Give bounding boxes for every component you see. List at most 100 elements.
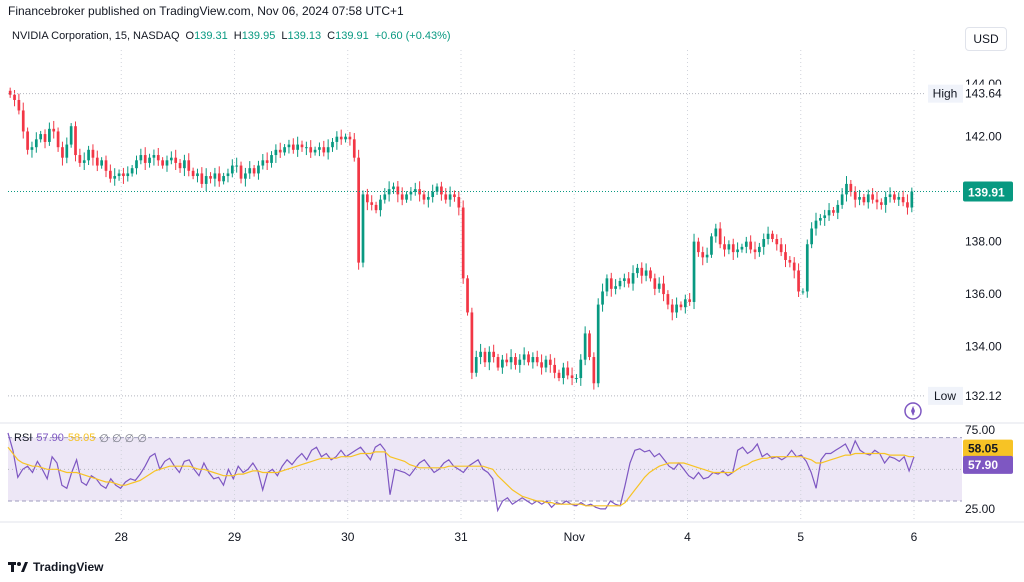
candle-body <box>474 357 478 373</box>
candle-body <box>697 241 700 253</box>
candle-body <box>875 199 879 203</box>
rsi-tag-bg <box>963 455 1013 474</box>
candle-body <box>326 147 330 153</box>
time-axis[interactable]: 28 29 30 31 Nov 4 5 6 <box>115 530 918 544</box>
candle-body <box>688 299 692 302</box>
candle-body <box>540 362 543 368</box>
candle-body <box>169 157 173 161</box>
low-number: 139.13 <box>287 30 322 42</box>
time-tick-label: 28 <box>115 530 129 544</box>
candle-body <box>109 170 112 179</box>
rsi-tick-label: 25.00 <box>965 502 995 516</box>
candle-body <box>230 165 234 174</box>
candle-body <box>575 378 578 380</box>
candle-body <box>501 359 504 368</box>
candle-body <box>527 354 530 363</box>
candle-body <box>879 202 883 205</box>
high-number: 139.95 <box>241 30 276 42</box>
candle-body <box>126 173 130 177</box>
candle-body <box>322 147 326 153</box>
candle-body <box>627 278 631 284</box>
symbol-name[interactable]: NVIDIA Corporation, 15, NASDAQ <box>12 30 180 42</box>
candle-body <box>731 244 735 253</box>
candle-body <box>413 189 417 192</box>
candle-body <box>117 173 121 177</box>
candle-body <box>392 186 395 190</box>
candle-body <box>187 160 191 171</box>
candle-body <box>43 134 47 142</box>
candle-body <box>39 134 43 140</box>
candle-body <box>753 249 757 253</box>
candle-body <box>740 246 744 250</box>
price-tick-label: 138.00 <box>965 235 1002 249</box>
candle-body <box>636 267 639 274</box>
price-tick-label: 136.00 <box>965 287 1002 301</box>
candle-body <box>492 351 496 358</box>
rsi-name[interactable]: RSI <box>14 432 33 444</box>
candle-body <box>357 157 360 263</box>
candle-body <box>30 147 34 150</box>
candle-body <box>893 194 896 200</box>
candle-body <box>296 144 300 150</box>
candle-body <box>553 364 556 373</box>
candle-body <box>771 233 774 239</box>
currency-button[interactable]: USD <box>965 27 1007 51</box>
candle-body <box>566 367 570 376</box>
candle-body <box>409 191 413 195</box>
candle-body <box>291 144 295 150</box>
candle-body <box>775 239 779 245</box>
candle-body <box>618 280 622 287</box>
candle-body <box>183 160 186 169</box>
candle-body <box>48 128 51 142</box>
candle-body <box>405 194 408 200</box>
high-marker-label-bg <box>928 84 963 103</box>
candle-body <box>352 139 356 158</box>
candle-body <box>814 220 818 229</box>
candle-body <box>505 359 509 363</box>
time-tick-label: 31 <box>454 530 468 544</box>
candle-body <box>744 241 748 247</box>
candle-body <box>457 197 461 208</box>
close-label: C <box>327 30 336 42</box>
low-label: L <box>281 30 288 42</box>
candle-body <box>888 194 892 198</box>
candle-body <box>670 304 674 313</box>
last-price-tag <box>963 181 1013 202</box>
candle-body <box>762 239 766 247</box>
candle-body <box>56 131 60 148</box>
candle-body <box>592 357 596 384</box>
footer-brand: TradingView <box>8 560 103 574</box>
candle-body <box>104 160 108 171</box>
open-number: 139.31 <box>194 30 228 42</box>
tradingview-logo-icon <box>8 562 28 572</box>
candle-body <box>69 126 73 145</box>
candle-body <box>265 160 269 163</box>
compass-icon[interactable] <box>904 402 922 420</box>
candle-body <box>318 147 321 150</box>
candle-body <box>649 270 652 279</box>
candle-body <box>13 94 16 100</box>
candle-body <box>17 99 21 111</box>
candle-body <box>479 351 482 358</box>
candle-body <box>866 194 870 203</box>
candle-body <box>213 173 217 179</box>
candle-body <box>91 149 95 158</box>
low-marker-label: Low <box>934 389 956 403</box>
candle-body <box>440 186 443 195</box>
candle-body <box>196 173 199 177</box>
rsi-lines <box>7 432 915 513</box>
candle-body <box>596 304 600 384</box>
candle-body <box>897 197 901 200</box>
candle-body <box>174 157 178 163</box>
candle-body <box>901 197 905 203</box>
candle-body <box>483 351 487 363</box>
high-marker-value: 143.64 <box>965 87 1002 101</box>
candle-body <box>583 333 587 360</box>
price-tick-label: 134.00 <box>965 340 1002 354</box>
candle-body <box>701 252 705 258</box>
candle-body <box>609 278 613 289</box>
candle-body <box>244 173 247 179</box>
high-marker-label: High <box>933 87 958 101</box>
candle-body <box>270 155 273 163</box>
